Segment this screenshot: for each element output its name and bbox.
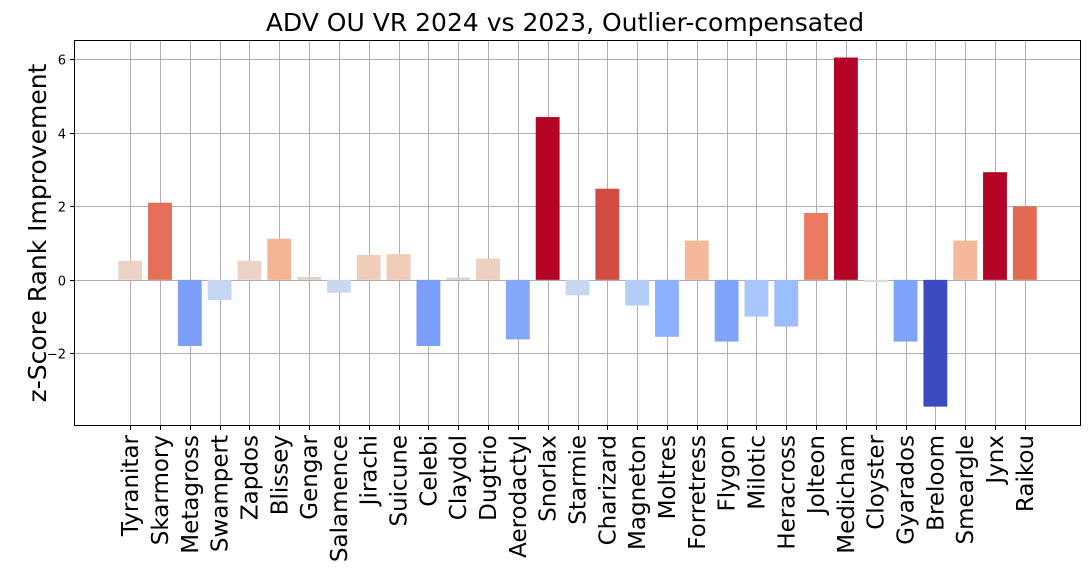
x-tick-label: Milotic bbox=[744, 435, 770, 510]
x-tick-label: Jirachi bbox=[357, 435, 383, 507]
bar bbox=[804, 212, 829, 280]
x-tick-label: Blissey bbox=[267, 435, 293, 515]
x-tick-label: Zapdos bbox=[237, 435, 263, 520]
x-tick-label: Jolteon bbox=[804, 435, 830, 516]
x-tick-label: Starmie bbox=[566, 435, 592, 525]
x-tick-label: Forretress bbox=[685, 435, 711, 550]
bar bbox=[297, 276, 322, 280]
x-tick-label: Tyranitar bbox=[118, 434, 144, 537]
x-tick-label: Metagross bbox=[178, 435, 204, 554]
x-tick-label: Swampert bbox=[208, 435, 234, 552]
y-axis-label: z-Score Rank Improvement bbox=[23, 63, 52, 402]
y-tick-label: 6 bbox=[58, 54, 66, 69]
bar bbox=[207, 279, 232, 301]
bar bbox=[118, 260, 143, 280]
x-tick-label: Magneton bbox=[625, 435, 651, 550]
chart-title: ADV OU VR 2024 vs 2023, Outlier-compensa… bbox=[266, 8, 864, 37]
bar bbox=[923, 279, 948, 407]
y-tick-label: 2 bbox=[58, 201, 66, 216]
bar bbox=[267, 238, 292, 280]
y-tick-label: 0 bbox=[58, 275, 66, 290]
x-tick-label: Suicune bbox=[387, 435, 413, 527]
bar bbox=[714, 279, 739, 342]
x-tick-label: Heracross bbox=[774, 435, 800, 550]
bar bbox=[655, 279, 679, 337]
bar bbox=[1012, 206, 1037, 280]
bar bbox=[416, 279, 441, 346]
x-tick-label: Salamence bbox=[327, 435, 353, 562]
x-tick-label: Dugtrio bbox=[476, 435, 502, 521]
x-tick-label: Aerodactyl bbox=[506, 435, 532, 558]
bar bbox=[148, 202, 172, 280]
bar bbox=[893, 279, 918, 342]
bar bbox=[983, 172, 1007, 280]
bar bbox=[356, 254, 381, 280]
x-tick-label: Raikou bbox=[1013, 435, 1039, 512]
x-tick-label: Smeargle bbox=[953, 435, 979, 544]
bar bbox=[863, 279, 888, 283]
bar bbox=[446, 277, 471, 280]
x-tick-label: Flygon bbox=[715, 435, 741, 511]
x-tick-label: Charizard bbox=[595, 435, 621, 545]
plot-frame bbox=[74, 40, 1081, 426]
bar bbox=[595, 188, 620, 280]
bar bbox=[684, 240, 709, 280]
y-axis-ticks: −2 0 2 4 6 bbox=[47, 54, 75, 363]
x-tick-label: Gengar bbox=[297, 434, 323, 519]
bar bbox=[744, 279, 769, 317]
bar bbox=[625, 279, 650, 306]
x-tick-label: Claydol bbox=[446, 435, 472, 520]
bar bbox=[774, 279, 799, 327]
bar bbox=[177, 279, 202, 346]
x-tick-label: Jynx bbox=[983, 435, 1009, 486]
y-tick-label: −2 bbox=[47, 348, 66, 363]
bars bbox=[118, 57, 1037, 407]
bar bbox=[237, 260, 262, 280]
x-tick-label: Breloom bbox=[923, 435, 949, 531]
x-tick-label: Gyarados bbox=[894, 435, 920, 545]
bar bbox=[565, 279, 590, 296]
x-tick-label: Medicham bbox=[834, 435, 860, 554]
bar bbox=[386, 254, 411, 280]
x-tick-label: Celebi bbox=[416, 435, 442, 507]
y-tick-label: 4 bbox=[58, 128, 66, 143]
bar bbox=[326, 279, 351, 293]
bar bbox=[505, 279, 530, 340]
bar bbox=[953, 240, 978, 280]
bar bbox=[476, 258, 500, 280]
bar bbox=[535, 117, 560, 280]
x-tick-label: Cloyster bbox=[864, 434, 890, 529]
x-axis-ticks: Tyranitar Skarmory Metagross Swampert Zapdos… bbox=[118, 425, 1039, 562]
x-tick-label: Skarmory bbox=[148, 435, 174, 545]
x-tick-label: Moltres bbox=[655, 435, 681, 519]
x-tick-label: Snorlax bbox=[536, 435, 562, 522]
bar bbox=[833, 57, 858, 280]
